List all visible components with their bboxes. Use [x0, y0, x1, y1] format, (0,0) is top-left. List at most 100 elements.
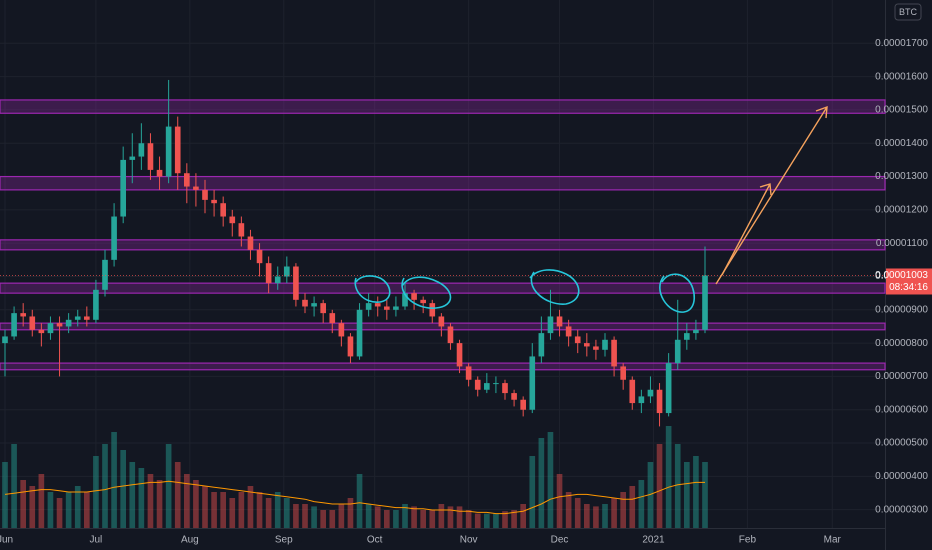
volume-bar — [438, 504, 445, 528]
candle-body — [229, 216, 236, 224]
y-tick-label: 0.00001300 — [875, 171, 928, 182]
candle-body — [184, 173, 190, 187]
candle-body — [356, 309, 363, 357]
candle-body — [420, 299, 426, 304]
y-tick-label: 0.00001500 — [875, 105, 928, 116]
candle-body — [329, 313, 336, 324]
candle-body — [202, 189, 208, 200]
volume-bar — [265, 498, 272, 528]
volume-bar — [74, 486, 81, 528]
candle-body — [493, 383, 499, 385]
candle-body — [429, 303, 436, 317]
candle-body — [665, 363, 672, 414]
volume-bar — [502, 511, 508, 528]
volume-bar — [684, 462, 690, 528]
candle-body — [93, 289, 99, 320]
volume-bar — [556, 474, 563, 528]
x-tick-label: Oct — [367, 535, 383, 546]
x-tick-label: Dec — [551, 535, 569, 546]
volume-bar — [365, 504, 372, 528]
candle-body — [29, 316, 36, 330]
candle-body — [265, 263, 272, 284]
y-tick-label: 0.00000300 — [875, 504, 928, 515]
candle-body — [156, 169, 163, 177]
volume-bar — [356, 474, 363, 528]
x-tick-label: Aug — [181, 535, 199, 546]
x-tick-label: Jul — [90, 535, 103, 546]
volume-bar — [465, 510, 472, 528]
volume-bar — [584, 504, 590, 528]
circle-drawing — [401, 276, 452, 309]
candle-body — [702, 275, 708, 330]
zone — [0, 239, 886, 251]
volume-bar — [338, 504, 345, 528]
volume-bar — [374, 506, 381, 528]
candle-body — [120, 159, 126, 217]
candle-body — [384, 306, 390, 310]
volume-bar — [474, 513, 481, 528]
candle-body — [247, 236, 254, 250]
volume-bar — [229, 498, 236, 528]
y-tick-label: 0.00000700 — [875, 371, 928, 382]
candle-body — [529, 356, 536, 410]
candle-body — [11, 313, 17, 337]
circle-drawing — [354, 275, 391, 303]
candle-body — [311, 303, 317, 307]
x-tick-label: Nov — [460, 535, 478, 546]
candle-body — [502, 383, 508, 394]
candle-body — [465, 366, 472, 380]
candle-body — [556, 316, 563, 327]
candle-body — [402, 293, 408, 307]
volume-bar — [274, 492, 281, 528]
zone — [0, 362, 886, 371]
volume-bar — [329, 510, 336, 528]
candle-body — [220, 203, 226, 217]
candle-body — [20, 313, 26, 317]
volume-bar — [347, 498, 354, 528]
volume-bar — [656, 444, 663, 528]
arrow — [721, 183, 772, 276]
volume-bar — [202, 486, 208, 528]
x-tick-label: Feb — [739, 535, 757, 546]
volume-bar — [538, 438, 545, 528]
candle-body — [538, 333, 545, 357]
candle-body — [474, 379, 481, 390]
candle-body — [284, 266, 290, 277]
candle-body — [238, 223, 245, 237]
volume-bar — [165, 444, 172, 528]
candles — [0, 79, 885, 427]
volume-bar — [593, 506, 599, 528]
volume-bar — [138, 468, 145, 528]
candle-body — [565, 326, 572, 337]
y-tick-label: 0.00000800 — [875, 338, 928, 349]
volume-bar — [602, 504, 608, 528]
volume-bar — [384, 510, 390, 528]
candle-body — [611, 339, 617, 367]
volume-bar — [20, 480, 26, 528]
volume-bar — [565, 492, 572, 528]
volume-bar — [56, 498, 63, 528]
volume-bar — [674, 444, 681, 528]
candle-body — [584, 343, 590, 347]
zone — [0, 175, 886, 191]
volume-bar — [611, 498, 617, 528]
volume-bar — [320, 510, 326, 528]
volume-bar — [193, 480, 199, 528]
candle-body — [293, 266, 299, 300]
candle-body — [147, 143, 154, 170]
circle-drawing — [529, 269, 580, 305]
volume-bar — [247, 486, 254, 528]
volume-bar — [393, 510, 399, 528]
volume-bar — [47, 492, 54, 528]
candle-body — [47, 323, 54, 334]
volume-bar — [2, 462, 8, 528]
volume-bar — [456, 506, 463, 528]
volume-bar — [302, 504, 308, 528]
volume-bar — [29, 486, 36, 528]
axis-labels: 0.00000300 0.00000400 0.00000500 0.00000600… — [0, 38, 928, 546]
candle-body — [629, 379, 636, 404]
arrow-drawing — [715, 105, 828, 285]
candle-body — [484, 383, 490, 390]
candle-body — [320, 303, 326, 314]
